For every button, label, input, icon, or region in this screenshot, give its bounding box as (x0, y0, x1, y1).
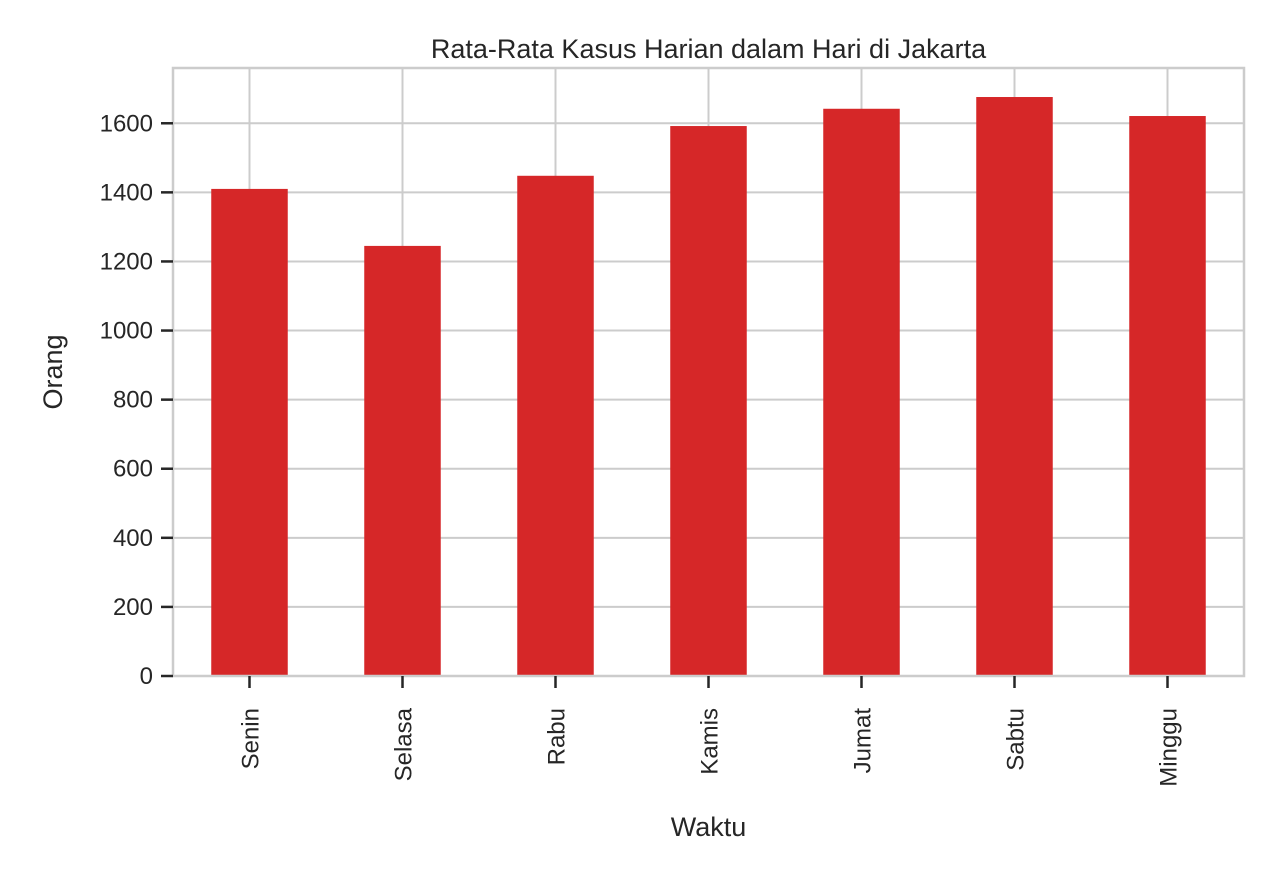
bar-kamis (670, 126, 747, 676)
bar-selasa (364, 245, 441, 676)
x-tick-label: Jumat (850, 708, 877, 774)
x-tick-label: Rabu (544, 708, 571, 765)
ticks: 0 200 400 600 800 1000 1200 1400 1600 Senin Selasa… (100, 110, 1183, 786)
x-tick-label: Minggu (1156, 708, 1183, 787)
x-tick-label: Sabtu (1003, 708, 1030, 771)
bar-rabu (517, 175, 594, 677)
bar-sabtu (976, 97, 1053, 676)
y-tick-label: 200 (113, 594, 153, 621)
x-tick-label: Senin (238, 708, 265, 769)
y-tick-label: 800 (113, 387, 153, 414)
y-tick-label: 1600 (100, 110, 153, 137)
bar-jumat (823, 108, 900, 677)
x-tick-label: Selasa (391, 707, 418, 781)
bar-minggu (1129, 116, 1206, 676)
y-tick-label: 0 (140, 663, 153, 690)
bar-senin (211, 188, 288, 676)
x-tick-label: Kamis (697, 708, 724, 775)
bars (211, 97, 1206, 677)
x-axis-title: Waktu (671, 812, 747, 842)
y-tick-label: 1000 (100, 318, 153, 345)
chart-title: Rata-Rata Kasus Harian dalam Hari di Jak… (431, 34, 987, 64)
y-tick-label: 1200 (100, 248, 153, 275)
y-tick-label: 600 (113, 456, 153, 483)
y-tick-label: 400 (113, 525, 153, 552)
y-tick-label: 1400 (100, 179, 153, 206)
y-axis-title: Orang (38, 334, 68, 409)
